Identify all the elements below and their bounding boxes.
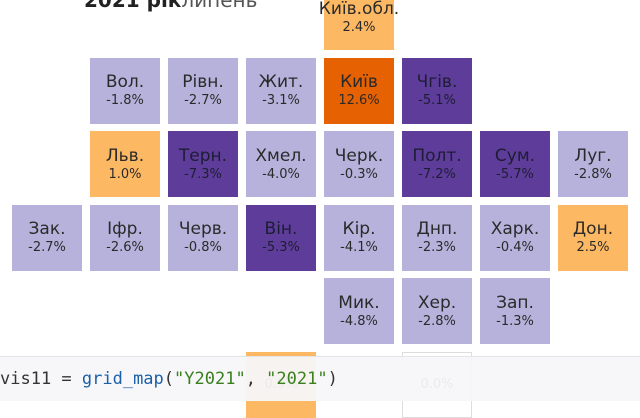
region-tile: Чгів. -5.1% — [402, 57, 472, 124]
region-tile: Льв. 1.0% — [90, 131, 160, 197]
region-value: -2.8% — [574, 166, 612, 182]
region-name: Кір. — [342, 219, 376, 239]
region-tile: Хер. -2.8% — [402, 278, 472, 344]
chart-title-year: 2021 рік — [84, 0, 182, 12]
region-name: Він. — [264, 219, 298, 239]
region-name: Харк. — [490, 219, 540, 239]
region-name: Рівн. — [182, 72, 224, 92]
region-name: Льв. — [105, 145, 145, 166]
region-tile: Кір. -4.1% — [324, 204, 394, 271]
region-value: -4.8% — [340, 313, 378, 329]
code-open-paren: ( — [163, 369, 175, 389]
region-name: Сум. — [494, 145, 536, 166]
region-value: -2.3% — [418, 240, 456, 255]
region-tile: Київ.обл. 2.4% — [319, 0, 399, 50]
code-arg-2: "2021" — [266, 369, 328, 389]
region-tile: Хмел. -4.0% — [246, 131, 316, 197]
code-cell[interactable]: vis11 = grid_map("Y2021", "2021") — [0, 356, 640, 401]
code-separator: , — [245, 369, 267, 389]
region-name: Хмел. — [255, 145, 307, 166]
region-value: -0.4% — [496, 240, 534, 255]
region-name: Чгів. — [416, 72, 458, 92]
region-name: Черк. — [334, 145, 384, 166]
region-tile: Мик. -4.8% — [324, 278, 394, 344]
code-function: grid_map — [81, 369, 164, 389]
region-tile: Черв. -0.8% — [168, 204, 238, 271]
region-value: -1.8% — [106, 93, 144, 108]
region-name: Іфр. — [107, 219, 143, 239]
region-tile: Сум. -5.7% — [480, 131, 550, 197]
region-name: Київ.обл. — [318, 0, 400, 19]
region-value: -5.3% — [262, 240, 300, 255]
region-name: Полт. — [412, 145, 462, 166]
region-tile: Харк. -0.4% — [480, 204, 550, 271]
region-name: Зап. — [496, 292, 534, 313]
region-name: Днп. — [416, 219, 458, 239]
region-value: -5.7% — [496, 166, 534, 182]
region-tile: Вол. -1.8% — [90, 57, 160, 124]
region-value: 2.4% — [342, 19, 376, 35]
region-name: Київ — [340, 72, 378, 92]
region-tile: Терн. -7.3% — [168, 131, 238, 197]
region-tile: Іфр. -2.6% — [90, 204, 160, 271]
region-value: 1.0% — [108, 166, 142, 182]
region-tile: Київ 12.6% — [324, 57, 394, 124]
region-tile: Зак. -2.7% — [12, 204, 82, 271]
code-close-paren: ) — [327, 369, 338, 389]
region-name: Хер. — [417, 292, 457, 313]
region-value: -1.3% — [496, 313, 534, 329]
region-tile: Луг. -2.8% — [558, 131, 628, 197]
region-value: -2.7% — [184, 93, 222, 108]
region-value: -2.6% — [106, 240, 144, 255]
chart-title: 2021 ріклипень — [84, 0, 257, 12]
region-tile: Полт. -7.2% — [402, 131, 472, 197]
region-name: Черв. — [178, 219, 228, 239]
region-tile: Днп. -2.3% — [402, 204, 472, 271]
region-value: 12.6% — [338, 93, 380, 108]
region-tile: Дон. 2.5% — [558, 204, 628, 271]
region-name: Зак. — [28, 219, 66, 239]
region-tile: Зап. -1.3% — [480, 278, 550, 344]
region-value: -2.8% — [418, 313, 456, 329]
code-arg-1: "Y2021" — [174, 369, 246, 389]
region-tile: Він. -5.3% — [246, 204, 316, 271]
chart-title-month: липень — [181, 0, 258, 12]
region-value: -7.3% — [184, 166, 222, 182]
region-name: Мик. — [338, 292, 380, 313]
region-value: -4.1% — [340, 240, 378, 255]
region-name: Жит. — [258, 72, 304, 92]
code-variable: vis11 = — [0, 369, 82, 389]
region-value: -0.3% — [340, 166, 378, 182]
region-name: Дон. — [572, 219, 614, 239]
region-value: 2.5% — [576, 240, 610, 255]
region-tile: Жит. -3.1% — [246, 57, 316, 124]
region-value: -2.7% — [28, 240, 66, 255]
region-value: -7.2% — [418, 166, 456, 182]
region-tile: Черк. -0.3% — [324, 131, 394, 197]
region-name: Терн. — [178, 145, 228, 166]
region-tile: Рівн. -2.7% — [168, 57, 238, 124]
region-value: -4.0% — [262, 166, 300, 182]
region-value: -0.8% — [184, 240, 222, 255]
region-name: Луг. — [574, 145, 612, 166]
region-value: -5.1% — [418, 93, 456, 108]
region-value: -3.1% — [262, 93, 300, 108]
region-name: Вол. — [105, 72, 145, 92]
